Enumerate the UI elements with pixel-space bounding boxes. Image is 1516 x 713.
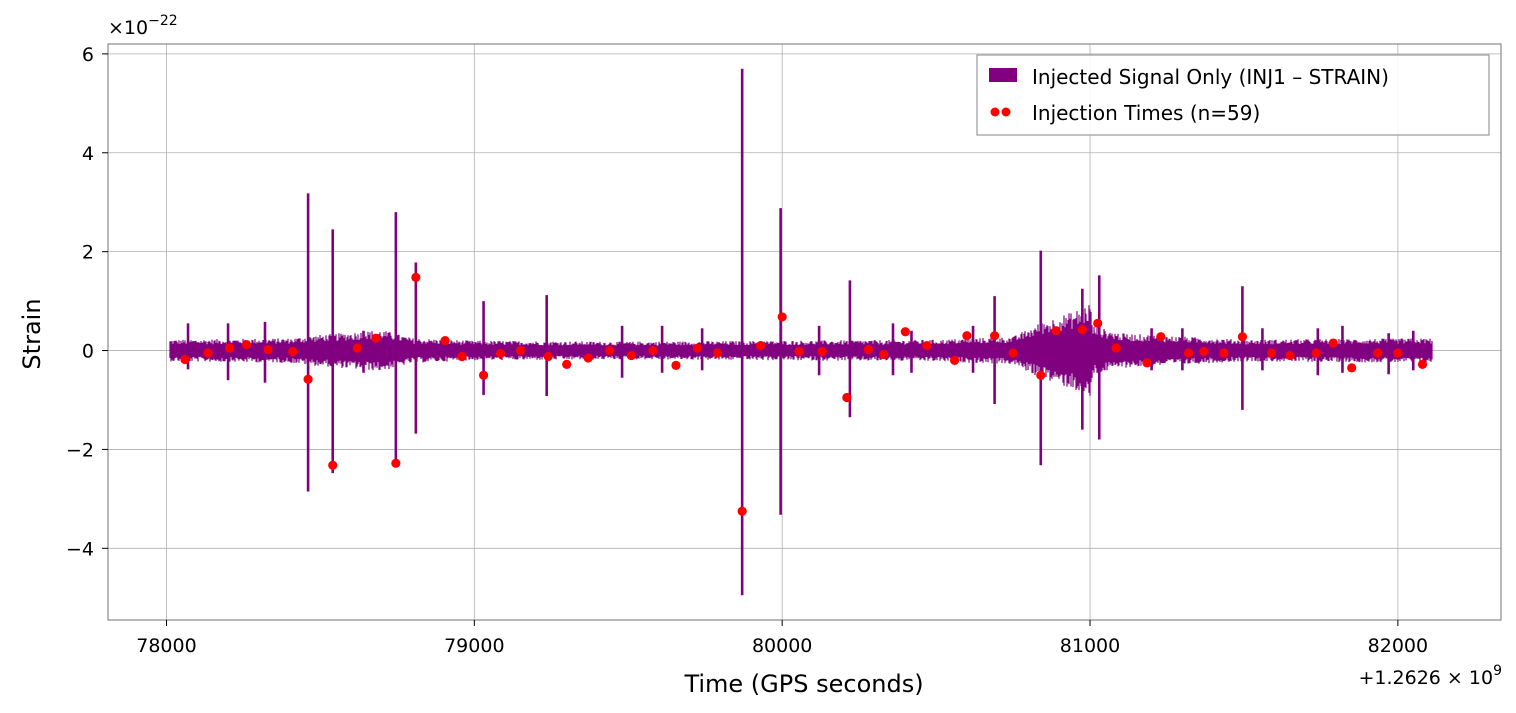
y-tick-label: 2 — [82, 242, 94, 264]
injection-point — [241, 340, 252, 350]
injection-point — [1142, 358, 1152, 368]
y-tick-label: 0 — [82, 341, 94, 363]
injection-point — [457, 351, 467, 362]
injection-point — [1093, 318, 1103, 328]
injection-point — [1393, 348, 1403, 358]
injection-point — [626, 350, 636, 361]
y-tick-label: 4 — [82, 143, 94, 165]
injection-point — [949, 355, 960, 366]
injection-point — [1111, 343, 1121, 353]
injection-point — [543, 351, 553, 362]
x-tick-label: 80000 — [752, 635, 812, 657]
injection-point — [756, 340, 766, 351]
y-axis: −4 −2 0 2 4 6 — [66, 44, 108, 560]
y-tick-label: −2 — [66, 439, 94, 461]
injection-point — [515, 345, 526, 356]
x-offset-label: +1.2626 × 109 — [1358, 663, 1502, 689]
x-offset-times: × 10 — [1441, 667, 1493, 689]
injection-point — [962, 331, 972, 341]
injection-point — [1077, 325, 1087, 335]
injection-point — [863, 344, 873, 355]
y-tick-label: −4 — [66, 538, 94, 560]
y-scale-label: ×10−22 — [108, 13, 178, 39]
x-tick-label: 82000 — [1368, 635, 1428, 657]
legend-marker-injection-1 — [990, 107, 1000, 117]
injection-point — [224, 343, 235, 353]
legend-marker-injection-2 — [1001, 107, 1011, 117]
plot-area — [169, 68, 1433, 596]
injection-point — [900, 327, 910, 337]
injection-point — [1183, 348, 1194, 358]
injection-point — [737, 506, 747, 516]
injection-point — [263, 344, 273, 355]
injection-point — [180, 354, 190, 365]
injection-point — [989, 331, 1000, 341]
injection-point — [922, 340, 932, 351]
injection-point — [288, 346, 298, 357]
injection-point — [794, 346, 804, 357]
legend-box — [976, 54, 1490, 136]
injection-point — [203, 348, 213, 358]
injection-point — [1219, 348, 1229, 358]
injection-point — [478, 370, 489, 380]
y-tick-label: 6 — [82, 44, 94, 66]
injection-point — [817, 346, 827, 357]
injection-point — [440, 336, 450, 346]
injection-point — [605, 345, 615, 356]
injection-point — [1036, 370, 1046, 380]
y-scale-exponent: −22 — [148, 13, 178, 29]
axes-frame — [107, 43, 1502, 621]
legend-label-injection: Injection Times (n=59) — [1032, 101, 1260, 125]
legend-swatch-signal — [989, 68, 1017, 82]
injection-point — [328, 460, 338, 470]
injection-point — [1008, 348, 1018, 358]
injection-point — [562, 359, 572, 369]
legend: Injected Signal Only (INJ1 – STRAIN) Inj… — [976, 54, 1490, 136]
injection-point — [391, 458, 401, 468]
injection-point — [671, 360, 681, 370]
injection-point — [352, 343, 362, 353]
legend-label-signal: Injected Signal Only (INJ1 – STRAIN) — [1032, 65, 1389, 89]
injection-point — [411, 272, 421, 282]
injection-point — [1199, 346, 1209, 357]
injection-point — [1373, 348, 1383, 358]
injection-point — [371, 333, 381, 343]
injection-point — [842, 392, 852, 403]
x-axis: 78000 79000 80000 81000 82000 — [136, 620, 1428, 657]
x-offset-exponent: 9 — [1493, 663, 1502, 679]
injection-point — [1311, 348, 1321, 358]
y-axis-label: Strain — [18, 298, 46, 369]
injection-point — [879, 349, 889, 360]
injection-point — [495, 348, 506, 359]
x-tick-label: 78000 — [136, 635, 196, 657]
injection-point — [1051, 326, 1061, 336]
x-tick-label: 79000 — [444, 635, 504, 657]
injection-point — [1237, 332, 1248, 342]
injection-point — [692, 343, 703, 353]
injection-point — [712, 348, 723, 358]
injection-point — [777, 312, 787, 322]
injection-point — [583, 353, 593, 363]
x-tick-label: 81000 — [1060, 635, 1120, 657]
injection-point — [1285, 350, 1295, 361]
injection-point — [648, 345, 658, 356]
injection-point — [1417, 359, 1428, 369]
injection-point — [303, 374, 313, 384]
injection-point — [1156, 332, 1166, 342]
injection-point — [1328, 338, 1338, 348]
injection-point — [1347, 363, 1357, 373]
injection-point — [1267, 348, 1277, 358]
x-axis-label: Time (GPS seconds) — [683, 670, 923, 698]
